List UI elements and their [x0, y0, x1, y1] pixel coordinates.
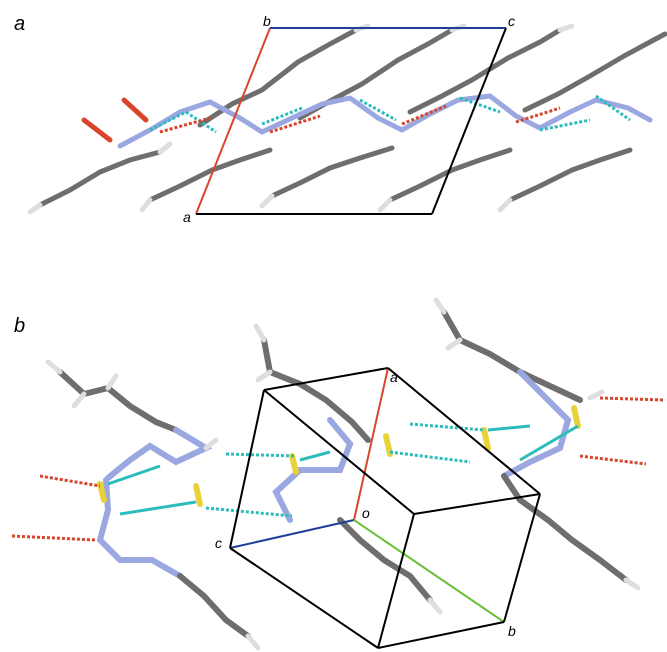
panel-b-axis-a-edge — [353, 367, 389, 521]
panel-a-hydrogen-bonds — [149, 94, 631, 134]
panel-a-molecules — [27, 23, 667, 215]
panel-a-label: a — [14, 13, 25, 35]
panel-a: a — [14, 13, 667, 225]
panel-b-label: b — [14, 315, 25, 337]
panel-a-axis-label-c: c — [508, 13, 515, 29]
panel-a-cell-edge-right — [431, 27, 507, 215]
panel-b-unit-cell — [229, 367, 541, 649]
panel-b-axis-label-a: a — [390, 369, 398, 385]
panel-a-axis-label-a: a — [183, 209, 191, 225]
panel-b-axis-label-c: c — [215, 535, 222, 551]
panel-b-axis-b-edge — [353, 519, 505, 623]
panel-a-unit-cell — [195, 27, 507, 215]
panel-a-axis-label-b: b — [263, 13, 271, 29]
panel-b-hydrogen-bonds — [11, 396, 665, 542]
panel-a-axis-a-edge — [195, 27, 271, 215]
panel-b-axis-c-edge — [229, 519, 355, 549]
panel-b-molecules — [45, 297, 641, 651]
panel-b-origin-label: o — [362, 505, 370, 521]
panel-b: b — [11, 297, 665, 651]
panel-b-axis-label-b: b — [508, 623, 516, 639]
